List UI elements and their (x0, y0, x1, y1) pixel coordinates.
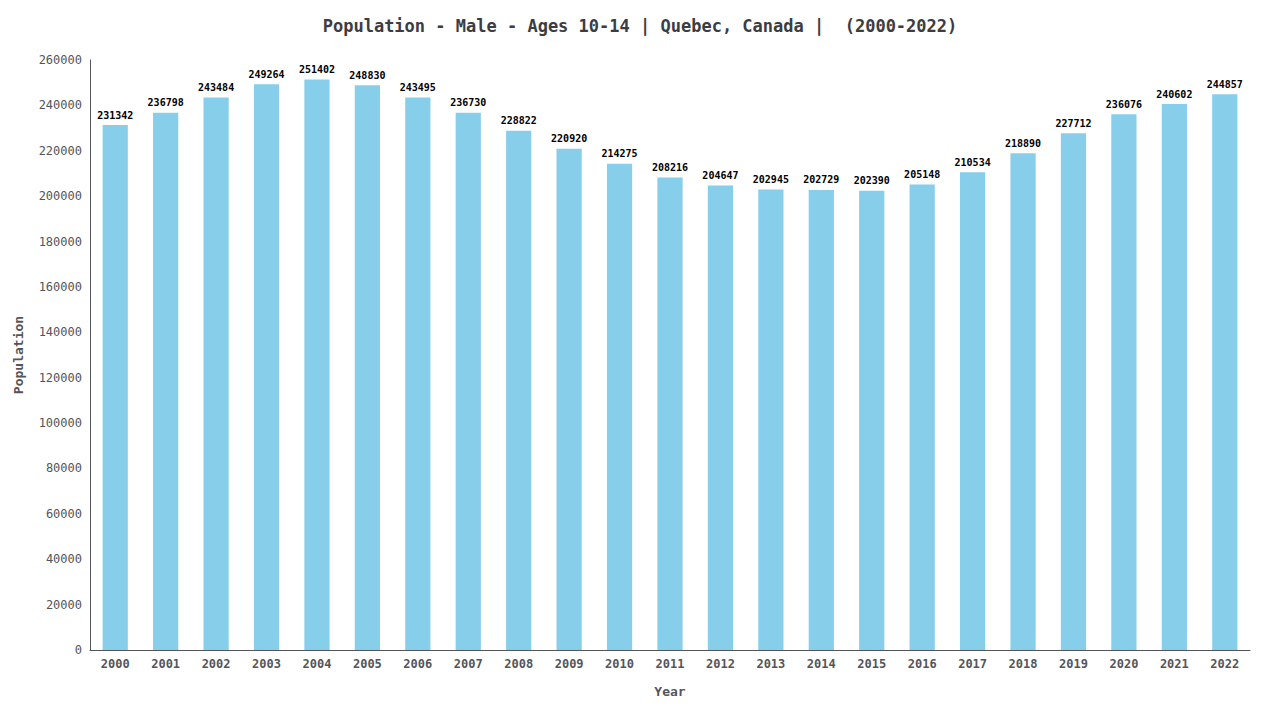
svg-text:2021: 2021 (1160, 657, 1189, 671)
svg-text:160000: 160000 (39, 280, 82, 294)
svg-text:2011: 2011 (656, 657, 685, 671)
svg-text:2010: 2010 (605, 657, 634, 671)
svg-text:204647: 204647 (702, 170, 738, 181)
svg-text:2004: 2004 (303, 657, 332, 671)
svg-text:120000: 120000 (39, 371, 82, 385)
svg-text:244857: 244857 (1207, 79, 1243, 90)
svg-text:2019: 2019 (1059, 657, 1088, 671)
svg-text:249264: 249264 (248, 69, 284, 80)
svg-text:2001: 2001 (151, 657, 180, 671)
svg-text:218890: 218890 (1005, 138, 1041, 149)
svg-text:202729: 202729 (803, 174, 839, 185)
svg-text:236730: 236730 (450, 97, 486, 108)
svg-text:240602: 240602 (1156, 89, 1192, 100)
svg-text:Year: Year (654, 684, 685, 699)
svg-text:60000: 60000 (46, 507, 82, 521)
svg-text:2008: 2008 (504, 657, 533, 671)
svg-text:240000: 240000 (39, 98, 82, 112)
svg-text:205148: 205148 (904, 169, 940, 180)
svg-text:248830: 248830 (349, 70, 385, 81)
svg-text:180000: 180000 (39, 235, 82, 249)
svg-text:20000: 20000 (46, 598, 82, 612)
svg-text:Population - Male - Ages 10-14: Population - Male - Ages 10-14 | Quebec,… (323, 16, 958, 36)
svg-text:208216: 208216 (652, 162, 688, 173)
svg-text:2015: 2015 (857, 657, 886, 671)
svg-text:Population: Population (11, 316, 26, 394)
svg-text:2013: 2013 (756, 657, 785, 671)
svg-text:2009: 2009 (555, 657, 584, 671)
svg-text:2017: 2017 (958, 657, 987, 671)
svg-text:2016: 2016 (908, 657, 937, 671)
svg-text:228822: 228822 (501, 115, 537, 126)
svg-text:210534: 210534 (955, 157, 991, 168)
svg-text:227712: 227712 (1055, 118, 1091, 129)
svg-text:2006: 2006 (403, 657, 432, 671)
svg-text:2005: 2005 (353, 657, 382, 671)
svg-text:236076: 236076 (1106, 99, 1142, 110)
svg-text:2020: 2020 (1109, 657, 1138, 671)
svg-text:2007: 2007 (454, 657, 483, 671)
svg-text:200000: 200000 (39, 189, 82, 203)
svg-text:243495: 243495 (400, 82, 436, 93)
svg-text:2000: 2000 (101, 657, 130, 671)
svg-text:2012: 2012 (706, 657, 735, 671)
svg-text:2022: 2022 (1210, 657, 1239, 671)
svg-text:243484: 243484 (198, 82, 234, 93)
svg-text:251402: 251402 (299, 64, 335, 75)
svg-text:220000: 220000 (39, 144, 82, 158)
svg-text:220920: 220920 (551, 133, 587, 144)
svg-text:40000: 40000 (46, 552, 82, 566)
svg-text:260000: 260000 (39, 53, 82, 67)
svg-text:100000: 100000 (39, 416, 82, 430)
svg-text:2018: 2018 (1009, 657, 1038, 671)
svg-text:236798: 236798 (148, 97, 184, 108)
svg-text:202945: 202945 (753, 174, 789, 185)
svg-text:214275: 214275 (602, 148, 638, 159)
svg-text:2002: 2002 (202, 657, 231, 671)
svg-text:0: 0 (75, 643, 82, 657)
svg-text:2003: 2003 (252, 657, 281, 671)
svg-text:202390: 202390 (854, 175, 890, 186)
svg-text:140000: 140000 (39, 325, 82, 339)
svg-text:2014: 2014 (807, 657, 836, 671)
svg-text:231342: 231342 (97, 110, 133, 121)
svg-text:80000: 80000 (46, 461, 82, 475)
